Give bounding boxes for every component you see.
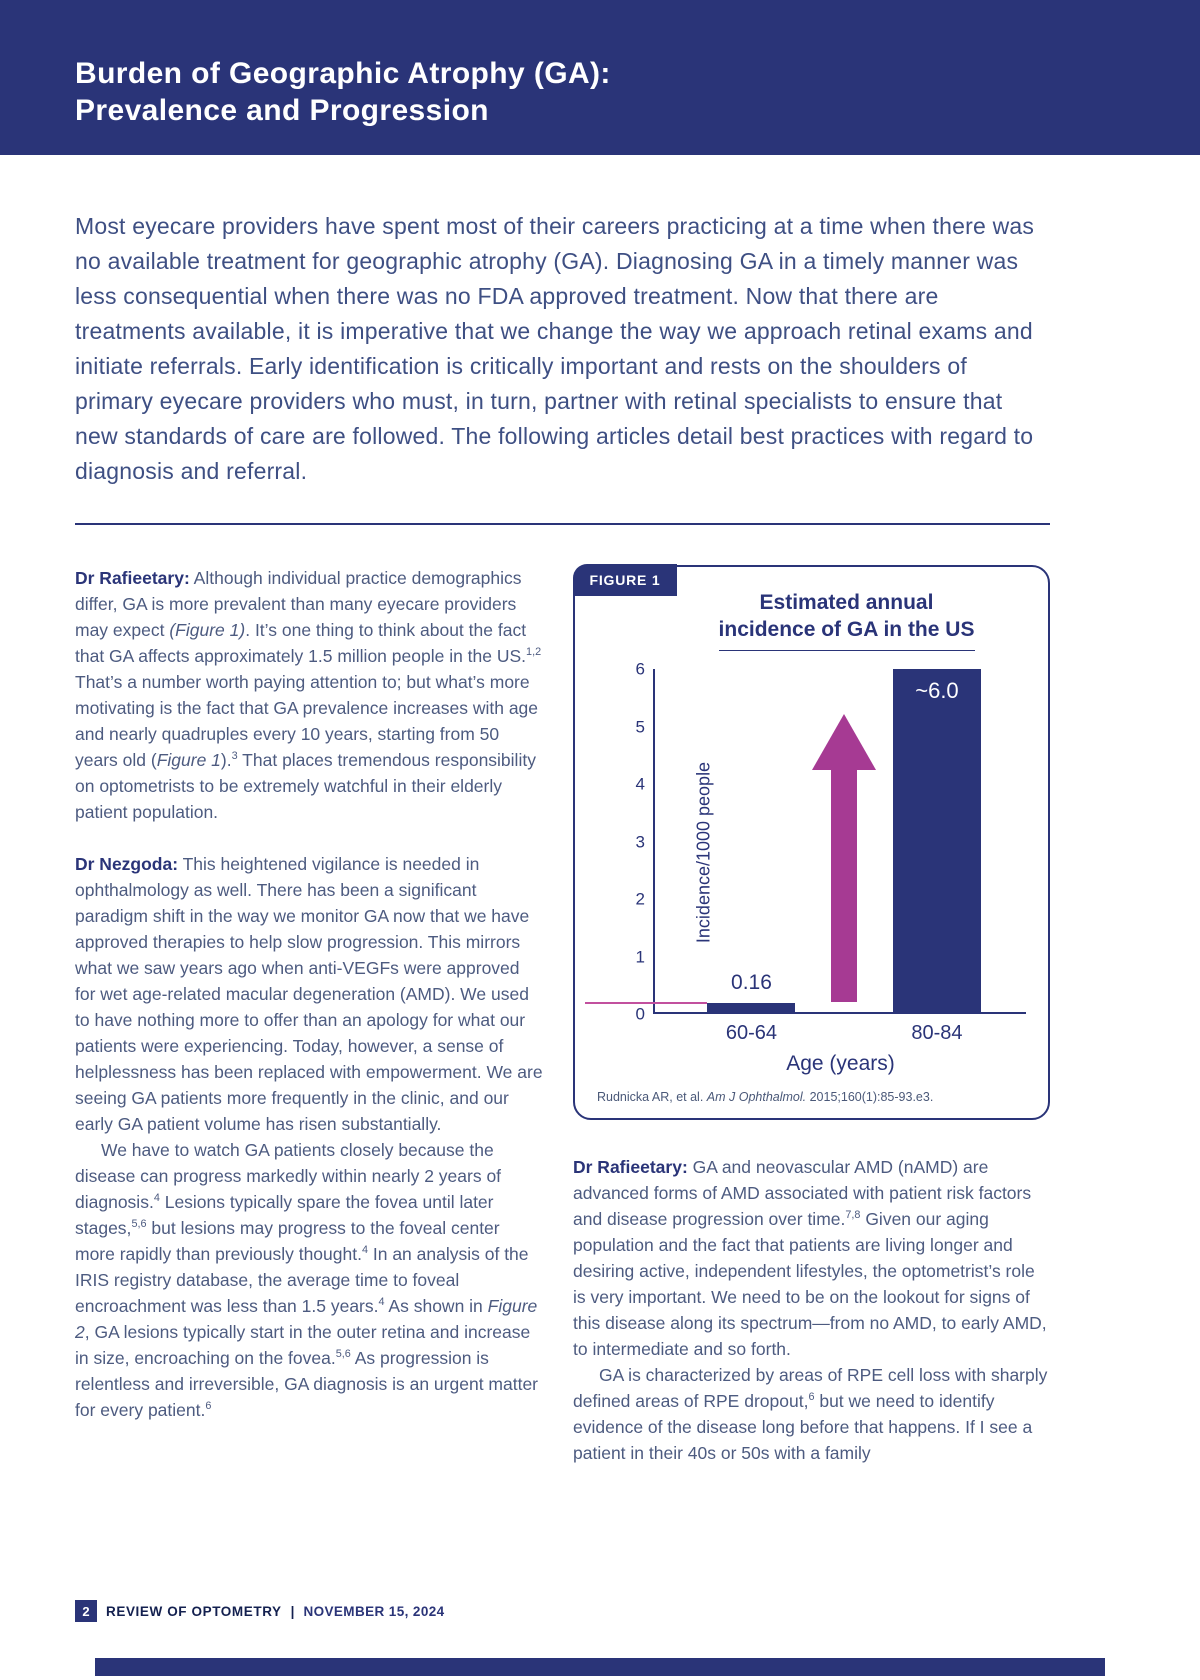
text-run: In an analysis of the IRIS registry data…: [75, 1243, 529, 1316]
chart-title-line2: incidence of GA in the US: [718, 617, 975, 641]
page-header-band: Burden of Geographic Atrophy (GA): Preval…: [0, 0, 1200, 155]
bar-value-label: 0.16: [731, 971, 772, 995]
left-column: Dr Rafieetary: Although individual pract…: [75, 565, 543, 1467]
figure-source-citation: Rudnicka AR, et al. Am J Ophthalmol. 201…: [597, 1090, 1026, 1104]
x-tick: 80-84: [911, 1022, 963, 1045]
citation-superscript: 4: [361, 1243, 368, 1256]
arrow-stem: [831, 770, 858, 1003]
y-tick: 0: [635, 1004, 645, 1024]
chart-title-underline: [718, 650, 975, 652]
page-title-line2: Prevalence and Progression: [75, 93, 489, 127]
figure-reference: Figure 1: [156, 749, 221, 770]
left-paragraph-3: We have to watch GA patients closely bec…: [75, 1137, 543, 1423]
text-run: As progression is relentless and irrever…: [75, 1347, 539, 1420]
text-run: Rudnicka AR, et al.: [597, 1090, 707, 1105]
y-tick: 3: [635, 832, 645, 852]
article-columns: Dr Rafieetary: Although individual pract…: [75, 564, 1050, 1467]
text-run: That’s a number worth paying attention t…: [75, 671, 539, 770]
right-paragraph-1: Dr Rafieetary: GA and neovascular AMD (n…: [573, 1154, 1050, 1362]
text-run: This heightened vigilance is needed in o…: [75, 853, 543, 1134]
text-run: Lesions typically spare the fovea until …: [75, 1191, 494, 1238]
citation-superscript: 1,2: [526, 645, 542, 658]
reference-line: [585, 1002, 708, 1005]
chart-title: Estimated annual incidence of GA in the U…: [597, 589, 1026, 644]
citation-superscript: 4: [378, 1295, 385, 1308]
figure-reference: (Figure 1): [169, 619, 246, 640]
page-title-line1: Burden of Geographic Atrophy (GA):: [75, 57, 611, 90]
right-paragraph-2: GA is characterized by areas of RPE cell…: [573, 1362, 1050, 1466]
speaker-name: Dr Nezgoda:: [75, 853, 179, 874]
text-run: , GA lesions typically start in the oute…: [75, 1321, 531, 1368]
issue-date: NOVEMBER 15, 2024: [303, 1603, 445, 1619]
bar-80-84: ~6.0: [892, 669, 981, 1013]
increase-arrow: [812, 714, 877, 1003]
citation-superscript: 6: [205, 1399, 212, 1412]
intro-paragraph: Most eyecare providers have spent most o…: [75, 209, 1050, 489]
y-tick: 6: [635, 659, 645, 679]
chart-title-line1: Estimated annual: [759, 590, 934, 614]
text-run: Although individual practice demographic…: [75, 567, 522, 640]
citation-superscript: 6: [808, 1391, 815, 1404]
left-paragraph-2: Dr Nezgoda: This heightened vigilance is…: [75, 851, 543, 1137]
text-run: but we need to identify evidence of the …: [573, 1391, 1033, 1464]
citation-superscript: 3: [231, 749, 238, 762]
page-title: Burden of Geographic Atrophy (GA): Preval…: [0, 0, 1200, 129]
text-run: As shown in: [384, 1295, 488, 1316]
bar-value-label: ~6.0: [915, 678, 959, 704]
section-divider: [75, 522, 1050, 525]
y-axis-label-wrap: Incidence/1000 people: [597, 669, 714, 1014]
y-tick: 4: [635, 774, 645, 794]
journal-name-italic: Am J Ophthalmol.: [706, 1090, 807, 1105]
right-column: FIGURE 1 Estimated annual incidence of GA…: [572, 564, 1050, 1467]
figure-1-panel: FIGURE 1 Estimated annual incidence of GA…: [572, 564, 1050, 1121]
footer-separator: |: [290, 1603, 295, 1619]
text-run: Given our aging population and the fact …: [573, 1209, 1047, 1360]
speaker-name: Dr Rafieetary:: [75, 567, 190, 588]
text-run: GA is characterized by areas of RPE cell…: [573, 1365, 1048, 1412]
intro-text: Most eyecare providers have spent most o…: [75, 213, 1035, 484]
x-tick: 60-64: [725, 1022, 778, 1045]
chart-plot-area: 0.16 ~6.0: [585, 669, 1026, 1015]
figure-reference: Figure 2: [75, 1295, 538, 1342]
text-run: We have to watch GA patients closely bec…: [75, 1139, 502, 1212]
text-run: GA and neovascular AMD (nAMD) are advanc…: [573, 1157, 1032, 1230]
citation-superscript: 4: [153, 1191, 160, 1204]
figure-label: FIGURE 1: [572, 564, 678, 597]
citation-superscript: 7,8: [845, 1209, 861, 1222]
page-footer: 2 REVIEW OF OPTOMETRY | NOVEMBER 15, 202…: [75, 1600, 445, 1622]
x-axis-label: Age (years): [786, 1052, 895, 1076]
bar-chart: Incidence/1000 people 6 5 4 3 2 1 0 0.16: [585, 661, 1026, 1023]
y-tick: 2: [635, 889, 645, 909]
text-run: That places tremendous responsibility on…: [75, 749, 536, 822]
text-run: 2015;160(1):85-93.e3.: [806, 1090, 934, 1105]
arrow-head-icon: [812, 714, 877, 771]
text-run: ).: [220, 749, 232, 770]
bottom-accent-band: [95, 1658, 1105, 1676]
y-axis-ticks: 6 5 4 3 2 1 0: [627, 661, 653, 1023]
page-number-badge: 2: [75, 1600, 97, 1622]
x-axis-ticks: 60-64 80-84: [655, 1022, 1026, 1050]
left-paragraph-1: Dr Rafieetary: Although individual pract…: [75, 565, 543, 825]
speaker-name: Dr Rafieetary:: [573, 1157, 688, 1178]
bar-60-64: 0.16: [707, 971, 796, 1013]
citation-superscript: 5,6: [131, 1217, 147, 1230]
text-run: but lesions may progress to the foveal c…: [75, 1217, 500, 1264]
y-tick: 5: [635, 717, 645, 737]
citation-superscript: 5,6: [335, 1347, 351, 1360]
y-tick: 1: [635, 947, 645, 967]
journal-name: REVIEW OF OPTOMETRY: [106, 1603, 282, 1619]
text-run: . It’s one thing to think about the fact…: [75, 619, 527, 666]
